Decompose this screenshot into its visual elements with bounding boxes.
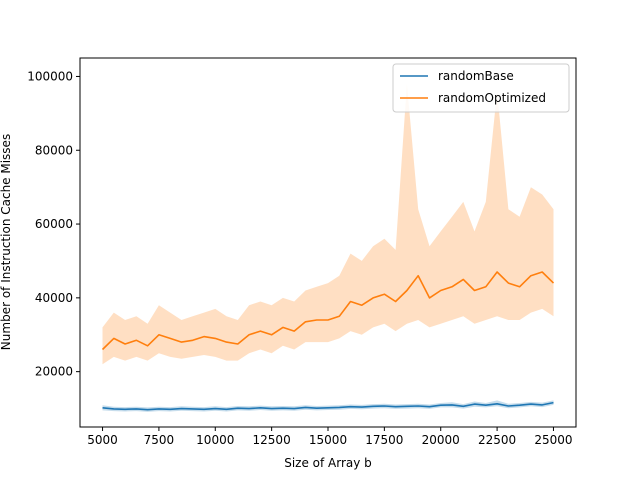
legend-label-randombase: randomBase	[438, 69, 514, 83]
x-tick-label: 25000	[534, 433, 572, 447]
x-tick-label: 5000	[87, 433, 118, 447]
legend: randomBase randomOptimized	[392, 63, 570, 113]
confidence-band-randomoptimized	[102, 83, 554, 365]
y-axis-ticks: 20000 40000 60000 80000 100000	[27, 69, 80, 379]
x-axis-ticks: 5000 7500 10000 12500 15000 17500 20000 22500 25…	[87, 427, 573, 447]
series-line-randomoptimized	[101, 271, 555, 351]
x-tick-label: 7500	[144, 433, 175, 447]
y-tick-label: 60000	[35, 217, 73, 231]
x-tick-label: 10000	[196, 433, 234, 447]
plot-area	[101, 83, 555, 412]
legend-box	[392, 63, 570, 113]
y-tick-label: 80000	[35, 143, 73, 157]
x-axis-label: Size of Array b	[284, 456, 372, 470]
y-tick-label: 20000	[35, 365, 73, 379]
series-line-randombase	[102, 401, 554, 411]
x-tick-label: 15000	[309, 433, 347, 447]
x-tick-label: 22500	[478, 433, 516, 447]
y-tick-label: 40000	[35, 291, 73, 305]
y-axis-label: Number of Instruction Cache Misses	[0, 134, 13, 350]
y-tick-label: 100000	[27, 69, 73, 83]
legend-label-randomoptimized: randomOptimized	[438, 91, 546, 105]
x-tick-label: 20000	[422, 433, 460, 447]
x-tick-label: 17500	[365, 433, 403, 447]
x-tick-label: 12500	[253, 433, 291, 447]
